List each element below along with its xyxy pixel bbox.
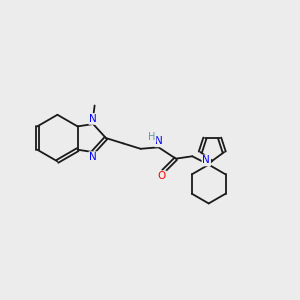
Text: N: N	[202, 155, 210, 166]
Text: N: N	[89, 114, 97, 124]
Text: H: H	[148, 132, 156, 142]
Text: O: O	[158, 171, 166, 181]
Text: N: N	[155, 136, 163, 146]
Text: N: N	[89, 152, 97, 162]
